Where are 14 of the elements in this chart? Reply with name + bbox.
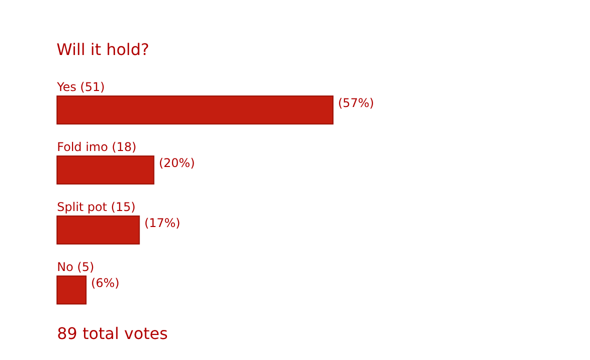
y-tick-label: No (5) <box>57 260 94 274</box>
data-label: (6%) <box>91 276 120 290</box>
text: 89 total votes <box>57 324 168 343</box>
y-tick-label: Split pot (15) <box>57 200 136 214</box>
y-tick-label: Yes (51) <box>56 80 105 94</box>
y-tick-label: Fold imo (18) <box>57 140 136 154</box>
data-label: (20%) <box>158 156 195 170</box>
bar <box>56 216 140 244</box>
bar <box>56 276 87 304</box>
data-label: (17%) <box>144 216 180 230</box>
bar <box>56 156 154 184</box>
chart-title: Will it hold? <box>56 40 150 59</box>
data-label: (57%) <box>338 96 374 110</box>
bar <box>56 96 334 124</box>
